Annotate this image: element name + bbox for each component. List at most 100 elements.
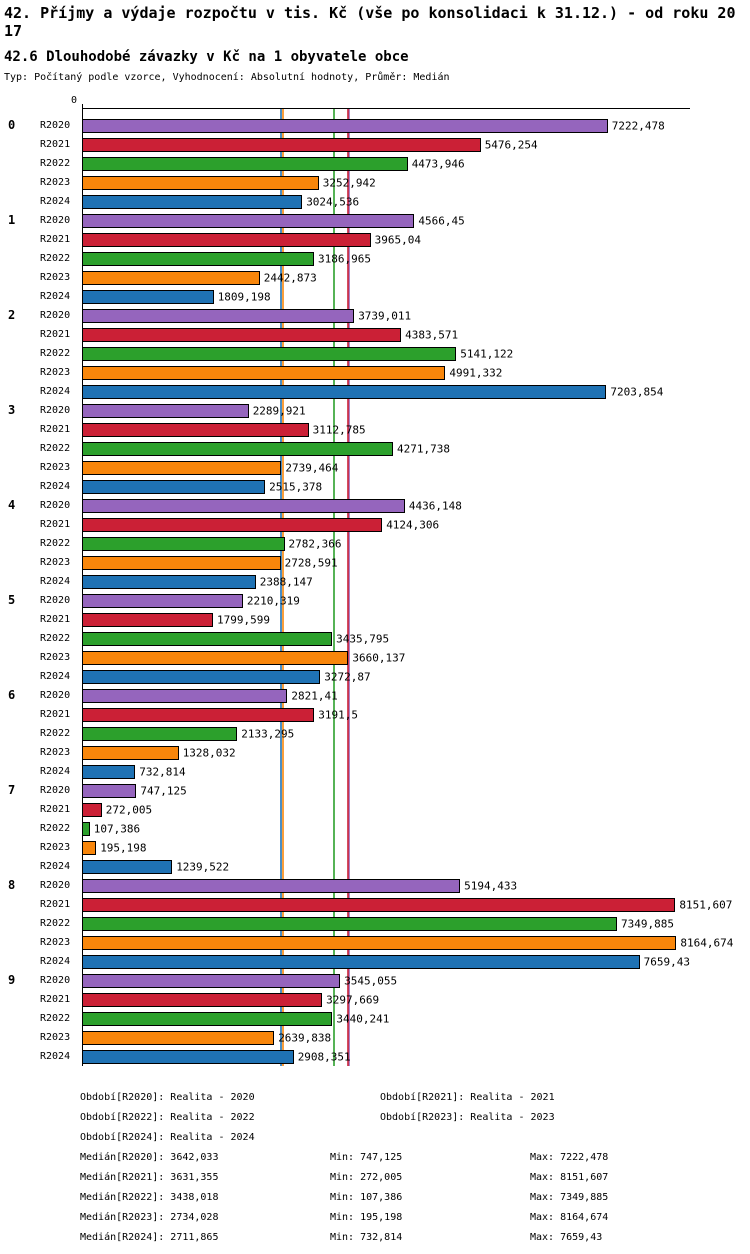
chart-row: R2023 2442,873 (4, 268, 746, 287)
chart-row: R2022 3435,795 (4, 629, 746, 648)
chart-row: R2021 3965,04 (4, 230, 746, 249)
value-label: 3191,5 (318, 708, 359, 721)
value-label: 272,005 (105, 803, 153, 816)
series-label: R2020 (40, 500, 71, 511)
legend-item: Období[R2024]: Realita - 2024 (80, 1132, 255, 1143)
value-label: 5194,433 (464, 879, 518, 892)
series-label: R2024 (40, 956, 71, 967)
chart-row: R2021 4383,571 (4, 325, 746, 344)
value-label: 5476,254 (484, 138, 538, 151)
chart-row: 9 R2020 3545,055 (4, 971, 746, 990)
bar-r2024-group-2: 7203,854 (82, 384, 663, 399)
value-label: 2821,41 (291, 689, 338, 702)
bar-r2021-group-0: 5476,254 (82, 137, 538, 152)
legend-item: Období[R2020]: Realita - 2020 (80, 1092, 255, 1103)
bar-r2023-group-5: 3660,137 (82, 650, 405, 665)
value-label: 1799,599 (217, 613, 270, 626)
chart-row: R2021 4124,306 (4, 515, 746, 534)
group-label: 1 (8, 213, 16, 227)
bar-r2020-group-7: 747,125 (82, 783, 187, 798)
chart-rows: 0 R2020 7222,478 R2021 5476,254 R2022 4473,946… (4, 108, 746, 1066)
max-cell: Max: 8151,607 (530, 1172, 609, 1183)
median-cell: Medián[R2022]: 3438,018 (80, 1192, 219, 1203)
value-label: 2639,838 (278, 1031, 332, 1044)
chart-row: R2021 5476,254 (4, 135, 746, 154)
bar-r2021-group-4: 4124,306 (82, 517, 439, 532)
value-label: 3440,241 (336, 1012, 390, 1025)
value-label: 4991,332 (449, 366, 503, 379)
bar-r2023-group-7: 195,198 (82, 840, 147, 855)
bar-r2020-group-2: 3739,011 (82, 308, 411, 323)
value-label: 8164,674 (680, 936, 734, 949)
series-label: R2023 (40, 272, 71, 283)
chart-row: 7 R2020 747,125 (4, 781, 746, 800)
value-label: 7203,854 (610, 385, 664, 398)
bar-r2022-group-3: 4271,738 (82, 441, 450, 456)
chart-row: R2024 2908,351 (4, 1047, 746, 1066)
group-label: 6 (8, 688, 16, 702)
series-label: R2021 (40, 899, 71, 910)
chart-row: 4 R2020 4436,148 (4, 496, 746, 515)
series-label: R2023 (40, 652, 71, 663)
bar-r2020-group-9: 3545,055 (82, 973, 397, 988)
series-label: R2024 (40, 671, 71, 682)
bar-r2023-group-2: 4991,332 (82, 365, 502, 380)
median-line-r2023 (282, 109, 284, 1066)
series-label: R2021 (40, 139, 71, 150)
chart-row: R2022 3440,241 (4, 1009, 746, 1028)
bar-r2023-group-8: 8164,674 (82, 935, 733, 950)
chart-row: R2024 2388,147 (4, 572, 746, 591)
bar-chart: 0 R2020 7222,478 R2021 5476,254 R2022 4473,946… (4, 104, 746, 1066)
chart-row: R2022 2782,366 (4, 534, 746, 553)
bar-r2024-group-8: 7659,43 (82, 954, 690, 969)
value-label: 2388,147 (259, 575, 313, 588)
value-label: 4436,148 (408, 499, 462, 512)
value-label: 8151,607 (679, 898, 733, 911)
value-label: 732,814 (139, 765, 186, 778)
value-label: 3545,055 (344, 974, 398, 987)
bar-r2020-group-6: 2821,41 (82, 688, 338, 703)
bar-r2024-group-9: 2908,351 (82, 1049, 351, 1064)
value-label: 3186,965 (318, 252, 371, 265)
chart-row: R2024 7659,43 (4, 952, 746, 971)
legend-item: Období[R2023]: Realita - 2023 (380, 1112, 555, 1123)
chart-row: 5 R2020 2210,319 (4, 591, 746, 610)
indicator-subtitle: 42.6 Dlouhodobé závazky v Kč na 1 obyvat… (4, 49, 409, 65)
median-cell: Medián[R2021]: 3631,355 (80, 1172, 219, 1183)
bar-r2021-group-3: 3112,785 (82, 422, 366, 437)
bar-r2024-group-5: 3272,87 (82, 669, 371, 684)
stats-row: Medián[R2020]: 3642,033 Min: 747,125 Max: … (80, 1148, 746, 1168)
bar-r2023-group-9: 2639,838 (82, 1030, 331, 1045)
max-cell: Max: 7349,885 (530, 1192, 609, 1203)
series-label: R2021 (40, 329, 71, 340)
chart-row: R2021 3191,5 (4, 705, 746, 724)
value-label: 2728,591 (284, 556, 338, 569)
chart-row: R2022 2133,295 (4, 724, 746, 743)
bar-r2024-group-3: 2515,378 (82, 479, 322, 494)
bar-r2024-group-6: 732,814 (82, 764, 186, 779)
value-label: 3660,137 (352, 651, 406, 664)
bar-r2023-group-3: 2739,464 (82, 460, 338, 475)
bar-r2021-group-6: 3191,5 (82, 707, 358, 722)
bar-r2020-group-3: 2289,921 (82, 403, 306, 418)
bar-r2023-group-0: 3252,942 (82, 175, 376, 190)
chart-row: 0 R2020 7222,478 (4, 116, 746, 135)
bar-r2020-group-1: 4566,45 (82, 213, 465, 228)
chart-row: 2 R2020 3739,011 (4, 306, 746, 325)
chart-row: R2022 5141,122 (4, 344, 746, 363)
series-label: R2022 (40, 443, 71, 454)
group-label: 3 (8, 403, 16, 417)
value-label: 4271,738 (397, 442, 450, 455)
bar-r2020-group-0: 7222,478 (82, 118, 665, 133)
indicator-meta: Typ: Počítaný podle vzorce, Vyhodnocení:… (4, 72, 450, 83)
bar-r2024-group-4: 2388,147 (82, 574, 313, 589)
group-label: 4 (8, 498, 16, 512)
chart-row: R2021 272,005 (4, 800, 746, 819)
bar-r2024-group-1: 1809,198 (82, 289, 271, 304)
series-label: R2022 (40, 1013, 71, 1024)
chart-row: R2022 107,386 (4, 819, 746, 838)
chart-row: 8 R2020 5194,433 (4, 876, 746, 895)
chart-row: R2024 3024,536 (4, 192, 746, 211)
value-label: 1239,522 (176, 860, 230, 873)
bar-r2021-group-5: 1799,599 (82, 612, 270, 627)
